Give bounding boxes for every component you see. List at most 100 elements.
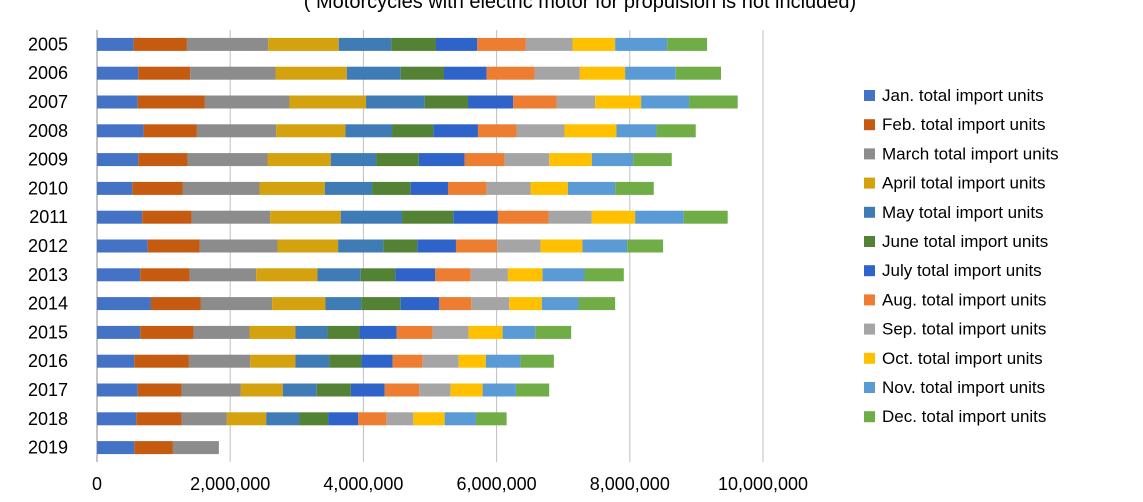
bar-segment [615, 181, 654, 195]
bar-segment [482, 383, 516, 397]
bar-segment [556, 95, 596, 109]
bar-segment [97, 124, 144, 138]
legend-label: Jan. total import units [882, 86, 1044, 105]
bar-segment [418, 153, 465, 167]
bar-segment [513, 95, 557, 109]
bar-segment [97, 383, 138, 397]
bar-segment [396, 325, 433, 339]
legend-label: Aug. total import units [882, 290, 1046, 309]
x-tick-label: 8,000,000 [590, 474, 670, 494]
bar-segment [259, 181, 325, 195]
bar-segment [138, 153, 188, 167]
legend-swatch [864, 236, 875, 247]
legend-swatch [864, 265, 875, 277]
bar-segment [182, 181, 260, 195]
bar-segment [359, 325, 397, 339]
y-tick-label: 2016 [28, 351, 68, 371]
y-tick-label: 2013 [28, 265, 68, 285]
bar-segment [548, 210, 592, 224]
bar-segment [444, 412, 476, 426]
bar-segment [391, 37, 436, 51]
bar-segment [595, 95, 642, 109]
bar-segment [447, 181, 487, 195]
bar-segment [267, 153, 331, 167]
legend-label: July total import units [882, 261, 1042, 280]
y-tick-label: 2006 [28, 63, 68, 83]
bar-segment [289, 95, 367, 109]
bar-segment [675, 66, 722, 80]
bar-segment [453, 210, 498, 224]
bar-segment [327, 325, 360, 339]
bar-segment [419, 383, 451, 397]
y-tick-label: 2014 [28, 294, 68, 314]
bar-segment [143, 124, 197, 138]
bar-segment [424, 95, 468, 109]
bar-segment [458, 354, 486, 368]
bar-segment [97, 441, 135, 455]
bar-segment [471, 297, 510, 311]
bar-segment [250, 354, 296, 368]
bar-segment [200, 297, 273, 311]
legend-label: Dec. total import units [882, 407, 1046, 426]
bar-segment [502, 325, 536, 339]
bar-segment [97, 181, 133, 195]
legend-label: June total import units [882, 232, 1048, 251]
legend-swatch [864, 177, 875, 189]
legend-swatch [864, 323, 875, 335]
bar-segment [275, 66, 347, 80]
bar-segment [627, 239, 664, 253]
bar-segment [372, 181, 411, 195]
bar-segment [439, 297, 472, 311]
bar-segment [450, 383, 483, 397]
y-tick-label: 2018 [28, 409, 68, 429]
bar-segment [635, 210, 684, 224]
bar-segment [435, 37, 478, 51]
bar-segment [582, 239, 628, 253]
bar-segment [134, 441, 173, 455]
bar-segment [656, 124, 696, 138]
bar-segment [147, 239, 200, 253]
bar-segment [625, 66, 676, 80]
bar-segment [361, 297, 401, 311]
bar-segment [97, 153, 139, 167]
bar-segment [338, 37, 392, 51]
bar-segment [470, 268, 508, 282]
legend-swatch [864, 90, 875, 101]
bar-segment [188, 354, 251, 368]
y-tick-label: 2005 [28, 34, 68, 54]
bar-segment [189, 268, 257, 282]
bar-segment [295, 354, 330, 368]
bar-segment [433, 124, 478, 138]
bar-segment [507, 268, 543, 282]
bar-segment [172, 441, 219, 455]
bar-segment [277, 239, 339, 253]
bar-layer [97, 37, 738, 455]
bar-segment [535, 325, 572, 339]
bar-segment [186, 37, 269, 51]
bar-segment [140, 325, 194, 339]
bar-segment [392, 354, 423, 368]
bar-segment [138, 66, 191, 80]
bar-segment [137, 95, 205, 109]
bar-segment [256, 268, 318, 282]
bar-segment [497, 210, 549, 224]
bar-segment [504, 153, 550, 167]
bar-segment [497, 239, 541, 253]
bar-segment [272, 297, 326, 311]
bar-segment [530, 181, 568, 195]
bar-segment [97, 66, 139, 80]
y-tick-label: 2012 [28, 236, 68, 256]
legend-swatch [864, 294, 875, 306]
bar-segment [346, 66, 401, 80]
legend-label: Oct. total import units [882, 349, 1043, 368]
bar-segment [689, 95, 738, 109]
bar-segment [616, 124, 657, 138]
bar-segment [268, 37, 339, 51]
bar-segment [578, 297, 616, 311]
bar-segment [360, 268, 396, 282]
bar-segment [432, 325, 469, 339]
bar-segment [329, 354, 362, 368]
bar-segment [190, 66, 276, 80]
y-tick-label: 2015 [28, 322, 68, 342]
bar-segment [402, 210, 454, 224]
